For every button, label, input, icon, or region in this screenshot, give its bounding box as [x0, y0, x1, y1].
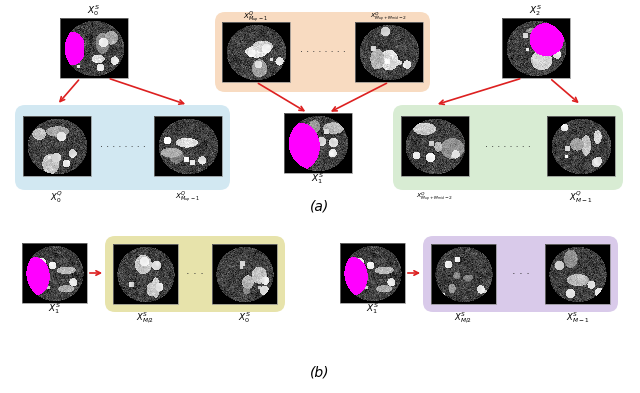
Text: · · · · · · · ·: · · · · · · · · [100, 143, 145, 152]
Text: $X_{0}^{S}$: $X_{0}^{S}$ [238, 310, 251, 325]
Bar [355, 22, 423, 82]
Text: $X_{M/2}^{S}$: $X_{M/2}^{S}$ [454, 310, 472, 325]
Bar [60, 18, 128, 78]
Text: $X_{1}^{S}$: $X_{1}^{S}$ [48, 301, 61, 316]
Text: $X_{M_{up}+M_{mid}-2}^{Q}$: $X_{M_{up}+M_{mid}-2}^{Q}$ [371, 10, 408, 24]
FancyBboxPatch shape [393, 105, 623, 190]
Text: $X_{M_{up}-1}^{Q}$: $X_{M_{up}-1}^{Q}$ [243, 9, 269, 25]
Text: · · · · · · · ·: · · · · · · · · [300, 47, 346, 57]
FancyBboxPatch shape [215, 12, 430, 92]
Text: (a): (a) [310, 200, 330, 214]
Bar [545, 244, 610, 304]
Bar [547, 116, 615, 176]
Bar [431, 244, 496, 304]
Text: (b): (b) [310, 365, 330, 379]
Text: $X_{1}^{S}$: $X_{1}^{S}$ [312, 171, 324, 186]
Bar [23, 116, 91, 176]
Bar [212, 244, 277, 304]
Text: $X_{0}^{S}$: $X_{0}^{S}$ [88, 4, 100, 18]
Text: $X_{0}^{Q}$: $X_{0}^{Q}$ [51, 189, 63, 205]
Text: $X_{M_{up}+M_{mid}-2}^{Q}$: $X_{M_{up}+M_{mid}-2}^{Q}$ [417, 190, 454, 204]
Text: $X_{M-1}^{S}$: $X_{M-1}^{S}$ [566, 310, 589, 325]
Bar [222, 22, 290, 82]
Bar [284, 113, 352, 173]
Text: · · ·: · · · [511, 269, 529, 279]
Text: $X_{M/2}^{S}$: $X_{M/2}^{S}$ [136, 310, 154, 325]
Text: · · · · · · · ·: · · · · · · · · [485, 143, 531, 152]
Text: $X_{2}^{S}$: $X_{2}^{S}$ [529, 4, 543, 18]
Bar [502, 18, 570, 78]
Bar [22, 243, 87, 303]
Bar [340, 243, 405, 303]
Bar [401, 116, 469, 176]
Text: $X_{M_{up}-1}^{Q}$: $X_{M_{up}-1}^{Q}$ [175, 189, 200, 205]
Text: $X_{1}^{S}$: $X_{1}^{S}$ [366, 301, 379, 316]
FancyBboxPatch shape [423, 236, 618, 312]
FancyBboxPatch shape [105, 236, 285, 312]
Bar [113, 244, 178, 304]
Text: · · ·: · · · [186, 269, 204, 279]
FancyBboxPatch shape [15, 105, 230, 190]
Bar [154, 116, 222, 176]
Text: $X_{M-1}^{Q}$: $X_{M-1}^{Q}$ [569, 189, 593, 205]
